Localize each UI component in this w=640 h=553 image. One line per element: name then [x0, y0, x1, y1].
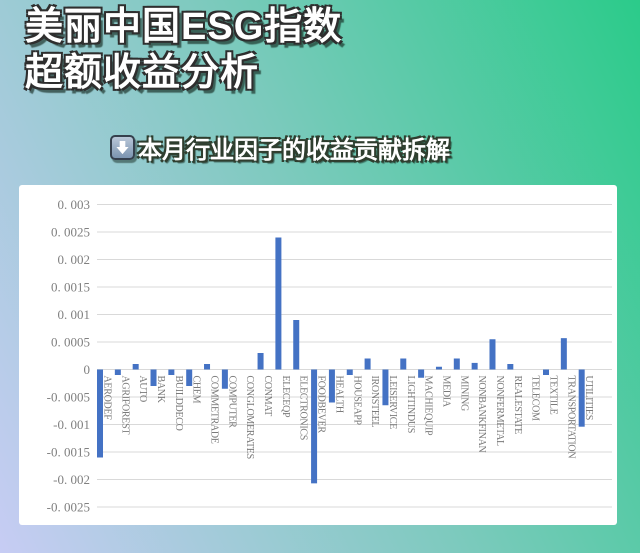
chart-subtitle: 本月行业因子的收益贡献拆解	[110, 130, 450, 165]
bar-chart: 0. 003 0. 0025 0. 002 0. 0015 0. 001 0. 0005 0…	[47, 197, 612, 515]
y-tick-label: -0. 0025	[47, 500, 90, 515]
category-label-commetrade: COMMETRADE	[209, 376, 220, 444]
bar-foodbever	[311, 369, 318, 484]
bar-leiservice	[382, 369, 389, 406]
category-label-builddeco: BUILDDECO	[173, 376, 184, 431]
y-tick-label: 0. 001	[58, 307, 91, 322]
bar-nonbankfinan	[471, 362, 478, 370]
bar-health	[328, 369, 335, 403]
category-label-utilities: UTILITIES	[583, 376, 594, 421]
category-label-textile: TEXTILE	[548, 376, 559, 415]
bar-machiequip	[418, 369, 425, 378]
y-tick-label: 0. 002	[58, 252, 91, 267]
category-label-realestate: REALESTATE	[512, 376, 523, 435]
chart-panel: 0. 003 0. 0025 0. 002 0. 0015 0. 001 0. 0005 0…	[19, 185, 617, 525]
bar-commetrade	[204, 364, 211, 370]
category-label-houseapp: HOUSEAPP	[351, 376, 362, 426]
category-label-electronics: ELECTRONICS	[298, 376, 309, 440]
bar-conmat	[257, 353, 264, 370]
bar-realestate	[507, 364, 514, 370]
bar-agriforest	[114, 369, 121, 375]
category-label-conglomerates: CONGLOMERATES	[244, 376, 255, 459]
category-label-eleceqp: ELECEQP	[280, 376, 291, 419]
y-tick-label: 0	[84, 362, 91, 377]
bar-computer	[221, 369, 228, 389]
gridlines	[97, 204, 612, 508]
category-label-agriforest: AGRIFOREST	[119, 376, 130, 435]
category-label-ironsteel: IRONSTEEL	[369, 376, 380, 428]
category-label-aerodef: AERODEF	[102, 376, 113, 421]
down-arrow-icon	[110, 135, 135, 160]
bar-eleceqp	[275, 237, 282, 370]
y-tick-label: -0. 002	[53, 472, 90, 487]
category-label-bank: BANK	[155, 376, 166, 404]
y-tick-label: -0. 001	[53, 417, 90, 432]
category-label-computer: COMPUTER	[226, 376, 237, 429]
category-label-health: HEALTH	[333, 376, 344, 413]
bar-auto	[132, 364, 139, 370]
category-label-conmat: CONMAT	[262, 376, 273, 417]
bar-builddeco	[168, 369, 175, 375]
bar-mining	[453, 358, 460, 370]
bar-media	[435, 366, 442, 370]
category-label-machiequip: MACHIEQUIP	[423, 376, 434, 437]
bars	[97, 237, 585, 484]
page-title-line2: 超额收益分析	[25, 52, 260, 94]
category-label-foodbever: FOODBEVER	[316, 376, 327, 434]
y-tick-label: -0. 0015	[47, 445, 90, 460]
category-label-chem: CHEM	[191, 376, 202, 404]
category-label-transportation: TRANSPORTATION	[565, 376, 576, 459]
y-axis-tick-labels: 0. 003 0. 0025 0. 002 0. 0015 0. 001 0. 0005 0…	[47, 197, 90, 515]
bar-aerodef	[97, 369, 103, 458]
bar-chem	[186, 369, 193, 386]
category-label-telecom: TELECOM	[530, 376, 541, 422]
bar-houseapp	[346, 369, 353, 375]
category-label-lightindus: LIGHTINDUS	[405, 376, 416, 434]
category-label-media: MEDIA	[440, 376, 451, 408]
y-tick-label: 0. 0005	[51, 335, 90, 350]
bar-nonfermetal	[489, 339, 496, 370]
bar-textile	[543, 369, 549, 375]
bar-bank	[150, 369, 157, 386]
category-label-leiservice: LEISERVICE	[387, 376, 398, 430]
y-tick-label: 0. 0025	[51, 225, 90, 240]
chart-subtitle-text: 本月行业因子的收益贡献拆解	[138, 137, 450, 164]
category-label-nonbankfinan: NONBANKFINAN	[476, 376, 487, 453]
x-axis-category-labels: AERODEF AGRIFOREST AUTO BANK BUILDDECO CHEM CO…	[102, 376, 595, 459]
y-tick-label: -0. 0005	[47, 390, 90, 405]
y-tick-label: 0. 003	[58, 197, 91, 212]
bar-electronics	[293, 320, 300, 370]
category-label-auto: AUTO	[137, 376, 148, 402]
bar-utilities	[578, 369, 585, 427]
bar-ironsteel	[364, 358, 371, 370]
y-tick-label: 0. 0015	[51, 280, 90, 295]
category-label-nonfermetal: NONFERMETAL	[494, 376, 505, 447]
page-title-line1: 美丽中国ESG指数	[25, 6, 343, 48]
page-title: 美丽中国ESG指数 超额收益分析	[25, 4, 342, 96]
bar-transportation	[560, 338, 567, 370]
bar-lightindus	[400, 358, 407, 370]
category-label-mining: MINING	[458, 376, 469, 411]
